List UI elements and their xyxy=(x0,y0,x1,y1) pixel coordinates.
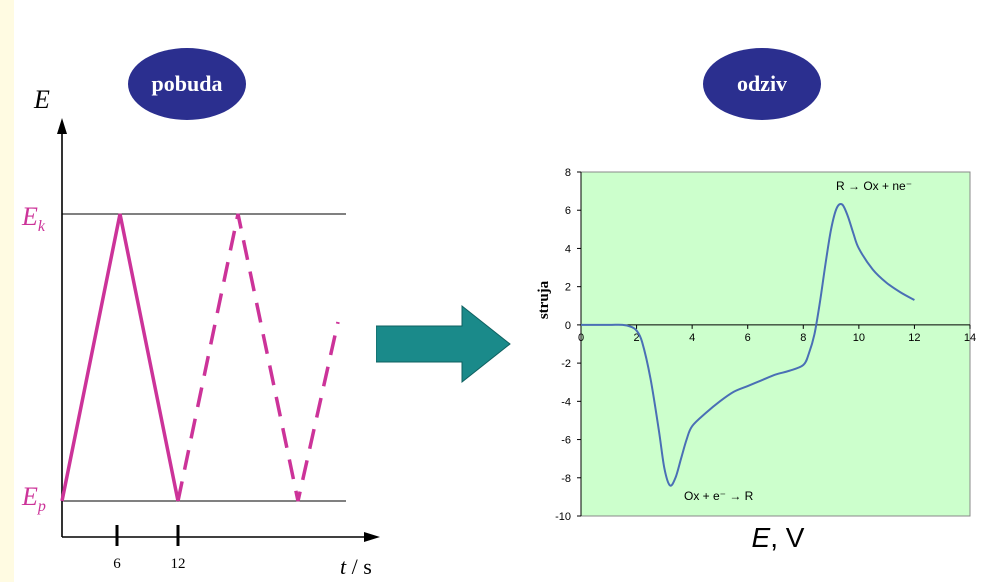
y-tick-label: -10 xyxy=(555,511,571,523)
x-tick-label: 8 xyxy=(800,332,806,344)
y-tick-label: 2 xyxy=(565,282,571,294)
x-tick-label-12: 12 xyxy=(171,556,186,572)
x-tick-label: 10 xyxy=(853,332,865,344)
x-tick-label-6: 6 xyxy=(113,556,121,572)
x-tick-label: 2 xyxy=(634,332,640,344)
y-tick-label: -6 xyxy=(561,435,571,447)
cv-curve xyxy=(581,202,915,487)
x-tick-label: 6 xyxy=(745,332,751,344)
y-tick-label: 4 xyxy=(565,243,571,255)
y-tick-label: 6 xyxy=(565,205,571,217)
plot-area xyxy=(580,171,971,517)
y-tick-label: -4 xyxy=(561,396,571,408)
response-x-axis-label: E, V xyxy=(751,522,805,553)
ek-label: Ek xyxy=(21,202,46,235)
x-tick-label: 4 xyxy=(689,332,695,344)
excitation-y-axis-label: E xyxy=(33,85,50,114)
y-tick-label: 0 xyxy=(565,320,571,332)
pobuda-oval: pobuda xyxy=(128,48,246,120)
y-tick-label: -8 xyxy=(561,473,571,485)
left-edge-strip xyxy=(0,0,14,582)
response-y-axis-label: struja xyxy=(536,280,552,319)
annotation-reduction: Ox + e⁻ → R xyxy=(684,489,754,503)
excitation-x-axis-arrowhead xyxy=(364,532,380,542)
right-arrow-icon xyxy=(376,304,511,384)
excitation-y-axis-arrowhead xyxy=(57,118,67,134)
x-tick-label: 12 xyxy=(908,332,920,344)
odziv-label: odziv xyxy=(736,71,788,96)
y-tick-label: -2 xyxy=(561,358,571,370)
ep-label: Ep xyxy=(21,482,46,515)
x-tick-label: 14 xyxy=(964,332,976,344)
annotation-oxidation: R → Ox + ne⁻ xyxy=(836,179,912,193)
odziv-oval: odziv xyxy=(703,48,821,120)
excitation-dashed-sweep xyxy=(176,213,340,502)
y-tick-label: 8 xyxy=(565,167,571,179)
x-tick-label: 0 xyxy=(578,332,584,344)
pobuda-label: pobuda xyxy=(151,71,223,96)
excitation-x-axis-label: t / s xyxy=(340,554,372,579)
excitation-solid-sweep xyxy=(60,213,180,502)
